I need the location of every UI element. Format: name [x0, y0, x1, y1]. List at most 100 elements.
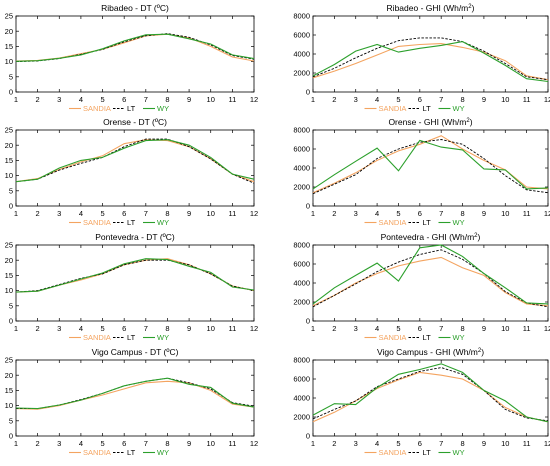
x-tick-label: 9 — [187, 95, 191, 104]
y-tick-label: 10 — [5, 401, 13, 410]
chart-title: Ribadeo - DT (ºC) — [101, 3, 169, 13]
y-tick-label: 8000 — [293, 126, 310, 135]
series-line-wy — [15, 33, 255, 62]
plot-frame — [15, 129, 255, 207]
series-line-sandia — [15, 380, 255, 410]
x-tick-label: 1 — [311, 324, 315, 333]
x-tick-label: 7 — [439, 324, 443, 333]
x-tick-label: 8 — [460, 95, 464, 104]
x-tick-label: 12 — [544, 439, 550, 448]
x-tick-label: 1 — [14, 324, 18, 333]
legend-label-sandia: SANDIA — [379, 218, 407, 227]
x-tick-label: 6 — [418, 95, 422, 104]
x-tick-label: 6 — [122, 95, 126, 104]
plot-frame — [312, 15, 549, 93]
x-tick-label: 10 — [207, 95, 215, 104]
y-tick-label: 20 — [5, 27, 13, 36]
y-tick-label: 4000 — [293, 164, 310, 173]
y-tick-label: 10 — [5, 171, 13, 180]
x-tick-label: 3 — [354, 209, 358, 218]
chart-title: Orense - GHI (Wh/m2) — [388, 117, 472, 127]
y-tick-label: 15 — [5, 42, 13, 51]
y-tick-label: 2000 — [293, 298, 310, 307]
x-tick-label: 7 — [439, 209, 443, 218]
x-tick-label: 11 — [228, 439, 236, 448]
x-tick-label: 4 — [375, 439, 379, 448]
x-tick-label: 9 — [187, 209, 191, 218]
y-tick-label: 20 — [5, 371, 13, 380]
x-tick-label: 1 — [311, 209, 315, 218]
x-tick-label: 12 — [544, 324, 550, 333]
x-tick-label: 5 — [396, 439, 400, 448]
legend-label-sandia: SANDIA — [83, 333, 111, 342]
series-line-wy — [312, 363, 549, 423]
series-line-wy — [312, 244, 549, 305]
series-line-sandia — [15, 139, 255, 183]
x-tick-label: 9 — [482, 209, 486, 218]
series-line-wy — [15, 258, 255, 293]
y-tick-label: 5 — [9, 72, 13, 81]
x-tick-label: 4 — [79, 209, 83, 218]
x-tick-label: 2 — [332, 95, 336, 104]
y-tick-label: 0 — [306, 202, 310, 211]
x-tick-label: 6 — [122, 439, 126, 448]
legend-label-lt: LT — [423, 104, 432, 113]
x-tick-label: 11 — [523, 324, 531, 333]
x-tick-label: 2 — [36, 95, 40, 104]
legend-label-lt: LT — [423, 448, 432, 457]
y-tick-label: 10 — [5, 57, 13, 66]
legend-label-sandia: SANDIA — [83, 448, 111, 457]
x-tick-label: 2 — [332, 209, 336, 218]
plot-frame — [15, 15, 255, 93]
chart-legend: SANDIA LT WY — [69, 333, 169, 342]
y-tick-label: 4000 — [293, 394, 310, 403]
y-tick-label: 2000 — [293, 183, 310, 192]
x-tick-label: 9 — [482, 95, 486, 104]
series-line-sandia — [312, 256, 549, 307]
y-tick-label: 6000 — [293, 31, 310, 40]
x-tick-label: 7 — [144, 95, 148, 104]
y-tick-label: 5 — [9, 301, 13, 310]
legend-label-lt: LT — [127, 104, 136, 113]
x-tick-label: 3 — [57, 324, 61, 333]
legend-label-sandia: SANDIA — [83, 104, 111, 113]
plot-frame — [15, 244, 255, 322]
x-tick-label: 5 — [100, 324, 104, 333]
chart-title-text: Vigo Campus - DT (ºC) — [92, 347, 179, 357]
legend-label-sandia: SANDIA — [379, 448, 407, 457]
chart-legend: SANDIA LT WY — [69, 104, 169, 113]
y-tick-label: 5 — [9, 416, 13, 425]
x-tick-label: 7 — [439, 95, 443, 104]
chart-title-text: Pontevedra - GHI (Wh/m — [381, 232, 475, 242]
series-line-lt — [312, 37, 549, 81]
x-tick-label: 6 — [418, 209, 422, 218]
y-tick-label: 6000 — [293, 260, 310, 269]
chart-panel: Pontevedra - GHI (Wh/m2)0200040006000800… — [293, 232, 550, 342]
series-line-wy — [15, 139, 255, 183]
x-tick-label: 9 — [482, 324, 486, 333]
chart-legend: SANDIA LT WY — [69, 448, 169, 457]
y-tick-label: 8000 — [293, 241, 310, 250]
x-tick-label: 4 — [79, 439, 83, 448]
y-tick-label: 15 — [5, 271, 13, 280]
legend-label-lt: LT — [423, 218, 432, 227]
series-line-lt — [15, 33, 255, 63]
x-tick-label: 11 — [523, 95, 531, 104]
x-tick-label: 5 — [100, 439, 104, 448]
y-tick-label: 8000 — [293, 356, 310, 365]
x-tick-label: 8 — [460, 209, 464, 218]
y-tick-label: 25 — [5, 241, 13, 250]
x-tick-label: 2 — [36, 324, 40, 333]
x-tick-label: 4 — [375, 209, 379, 218]
legend-label-sandia: SANDIA — [379, 104, 407, 113]
legend-label-sandia: SANDIA — [83, 218, 111, 227]
series-line-sandia — [312, 43, 549, 81]
y-tick-label: 0 — [9, 317, 13, 326]
x-tick-label: 8 — [165, 324, 169, 333]
y-tick-label: 25 — [5, 12, 13, 21]
plot-frame — [15, 359, 255, 437]
chart-title-superscript: 2 — [468, 4, 472, 10]
x-tick-label: 4 — [79, 324, 83, 333]
